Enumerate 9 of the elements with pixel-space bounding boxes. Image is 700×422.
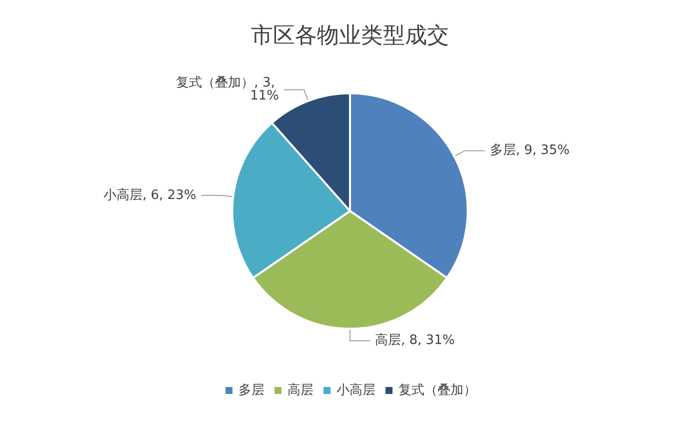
data-label: 小高层, 6, 23% xyxy=(104,186,196,203)
legend-label: 小高层 xyxy=(336,382,376,398)
data-label: 复式（叠加）, 3, 11% xyxy=(176,76,279,104)
legend-label: 多层 xyxy=(238,383,264,398)
legend-label: 高层 xyxy=(288,382,314,398)
chart-title: 市区各物业类型成交 xyxy=(251,24,449,48)
data-label: 高层, 8, 31% xyxy=(375,332,455,348)
data-label: 多层, 9, 35% xyxy=(490,143,570,158)
legend-label: 复式（叠加） xyxy=(398,383,476,398)
